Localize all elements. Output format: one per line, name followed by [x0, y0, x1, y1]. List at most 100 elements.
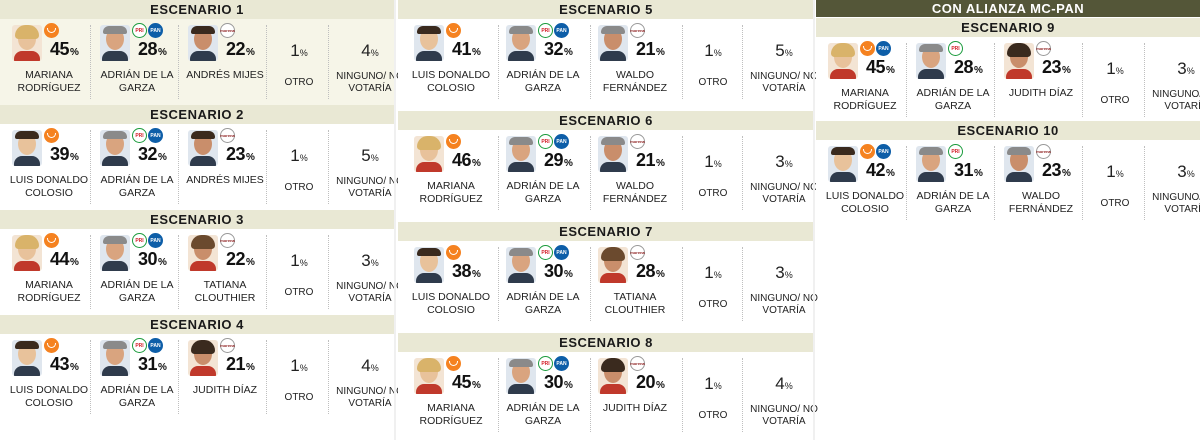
percentage-value: 41 — [452, 39, 472, 59]
percent-symbol: % — [472, 380, 481, 391]
other-label: OTRO — [284, 287, 314, 298]
percent-symbol: % — [784, 381, 793, 391]
other-value: 1% — [270, 41, 328, 61]
candidate-percentage: 20% — [636, 372, 665, 393]
other-cell: 1% OTRO — [270, 124, 328, 210]
photo-hair — [417, 26, 441, 34]
mc-logo — [446, 245, 461, 260]
photo-body — [416, 51, 442, 61]
photo-hair — [919, 44, 943, 52]
percentage-value: 4 — [361, 41, 371, 60]
percent-symbol: % — [246, 152, 255, 163]
other-value: 1% — [684, 152, 742, 172]
candidate-name: MARIANA RODRÍGUEZ — [17, 279, 81, 304]
party-logos: morena — [630, 245, 645, 261]
pri-logo: PRI — [132, 23, 147, 38]
percent-symbol: % — [564, 47, 573, 58]
other-value: 1% — [270, 356, 328, 376]
separator — [328, 235, 329, 309]
photo-hair — [601, 358, 625, 372]
scenario-title: ESCENARIO 7 — [398, 222, 814, 241]
morena-logo: morena — [1036, 41, 1051, 56]
none-value: 3% — [746, 152, 822, 172]
percentage-value: 32 — [544, 39, 564, 59]
pan-logo: PAN — [554, 23, 569, 38]
candidate-photo — [188, 130, 218, 166]
candidate-photo — [916, 146, 946, 182]
mc-logo — [44, 128, 59, 143]
mc-logo — [446, 23, 461, 38]
separator — [994, 146, 995, 220]
party-logos: morena — [630, 23, 645, 39]
photo-hair — [601, 137, 625, 145]
party-logos — [44, 128, 59, 144]
separator — [682, 358, 683, 432]
photo-body — [918, 69, 944, 79]
percent-symbol: % — [656, 47, 665, 58]
candidate-percentage: 32% — [138, 144, 167, 165]
photo-body — [14, 156, 40, 166]
separator — [90, 235, 91, 309]
percentage-value: 22 — [226, 249, 246, 269]
candidate-percentage: 28% — [138, 39, 167, 60]
pan-logo: PAN — [148, 128, 163, 143]
percent-symbol: % — [656, 380, 665, 391]
none-cell: 3% NINGUNO/ NO VOTARÍA — [1148, 37, 1200, 123]
photo-body — [508, 51, 534, 61]
pan-logo: PAN — [554, 245, 569, 260]
percent-symbol: % — [1062, 168, 1071, 179]
candidate-name: MARIANA RODRÍGUEZ — [419, 402, 483, 427]
percentage-value: 1 — [1106, 59, 1116, 78]
candidate-cell: morena 21% JUDITH DÍAZ — [182, 334, 268, 420]
candidate-photo — [12, 340, 42, 376]
party-logos — [446, 245, 461, 261]
mc-logo — [446, 356, 461, 371]
morena-logo: morena — [630, 245, 645, 260]
party-logos — [446, 23, 461, 39]
separator — [1144, 43, 1145, 117]
separator — [90, 25, 91, 99]
photo-hair — [417, 248, 441, 256]
candidate-name: TATIANA CLOUTHIER — [604, 291, 666, 316]
photo-body — [14, 366, 40, 376]
candidate-photo — [100, 25, 130, 61]
percentage-value: 1 — [290, 146, 300, 165]
photo-body — [1006, 172, 1032, 182]
candidate-percentage: 32% — [544, 39, 573, 60]
pan-logo: PAN — [554, 356, 569, 371]
separator — [742, 136, 743, 210]
candidate-cell: 45% MARIANA RODRÍGUEZ — [6, 19, 92, 105]
candidate-cell: morena 22% ANDRÉS MIJES — [182, 19, 268, 105]
separator — [178, 235, 179, 309]
candidate-percentage: 23% — [1042, 57, 1071, 78]
candidate-name: WALDO FERNÁNDEZ — [602, 69, 668, 94]
photo-hair — [831, 147, 855, 155]
none-value: 4% — [746, 374, 822, 394]
separator — [1144, 146, 1145, 220]
separator — [994, 43, 995, 117]
candidate-photo — [100, 340, 130, 376]
party-logos: PAN — [860, 41, 891, 57]
candidate-name: ADRIÁN DE LA GARZA — [506, 180, 580, 205]
photo-hair — [191, 340, 215, 354]
separator — [742, 247, 743, 321]
scenario-results: 41% LUIS DONALDO COLOSIO PRI PAN 32% ADRIÁN D… — [398, 19, 818, 105]
mc-logo — [44, 233, 59, 248]
separator — [682, 136, 683, 210]
photo-body — [190, 51, 216, 61]
candidate-photo — [598, 25, 628, 61]
candidate-cell: 39% LUIS DONALDO COLOSIO — [6, 124, 92, 210]
none-cell: 4% NINGUNO/ NO VOTARÍA — [332, 334, 408, 420]
percentage-value: 42 — [866, 160, 886, 180]
none-label: NINGUNO/ NO VOTARÍA — [1152, 192, 1200, 215]
photo-body — [14, 261, 40, 271]
other-label: OTRO — [698, 188, 728, 199]
candidate-cell: PRI PAN 30% ADRIÁN DE LA GARZA — [94, 229, 180, 315]
none-cell: 5% NINGUNO/ NO VOTARÍA — [332, 124, 408, 210]
pri-logo: PRI — [132, 233, 147, 248]
percentage-value: 39 — [50, 144, 70, 164]
other-label: OTRO — [284, 392, 314, 403]
candidate-cell: 46% MARIANA RODRÍGUEZ — [408, 130, 494, 216]
party-logos: PRI PAN — [132, 23, 163, 39]
party-logos: morena — [220, 128, 235, 144]
